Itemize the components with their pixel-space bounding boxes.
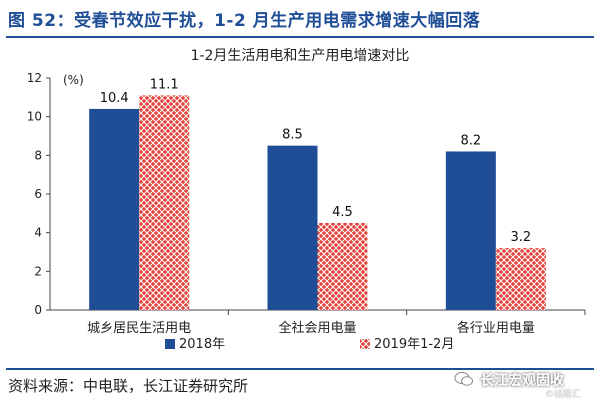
figure-title: 图 52：受春节效应干扰，1-2 月生产用电需求增速大幅回落 (8, 11, 481, 31)
bar-2019 (139, 95, 190, 311)
bar-2018 (267, 145, 318, 310)
y-tick-label: 4 (34, 226, 42, 240)
x-tick-label: 全社会用电量 (278, 320, 356, 336)
bar-2019 (317, 223, 368, 310)
title-divider (6, 36, 594, 38)
wechat-icon (454, 372, 473, 386)
data-label: 3.2 (510, 230, 531, 245)
data-label: 4.5 (332, 205, 353, 220)
x-tick-label: 各行业用电量 (457, 320, 535, 336)
y-tick-label: 6 (34, 187, 42, 201)
watermark: 长江宏观固收 (480, 373, 564, 389)
bar-2019 (495, 248, 546, 310)
legend: 2018年 2019年1-2月 (165, 337, 454, 352)
y-tick-label: 12 (27, 71, 42, 85)
x-tick-label: 城乡居民生活用电 (87, 321, 191, 336)
data-label: 10.4 (100, 91, 129, 106)
y-tick-label: 8 (34, 148, 42, 162)
chart-title: 1-2月生活用电和生产用电增速对比 (191, 48, 410, 64)
y-unit-label: (%) (63, 73, 84, 87)
bar-chart: 1-2月生活用电和生产用电增速对比 (%) 0 2 4 6 8 10 12 城乡居民生活用电 全… (27, 48, 586, 352)
watermark-small: ©格隆汇 (545, 390, 582, 400)
legend-label: 2018年 (179, 337, 225, 352)
bar-2018 (89, 108, 140, 310)
source-note: 资料来源：中电联，长江证券研究所 (8, 377, 249, 395)
value-labels: 10.4 11.1 8.5 4.5 8.2 3.2 (100, 77, 531, 245)
bars (89, 95, 546, 311)
bar-2018 (445, 151, 496, 310)
y-tick-label: 0 (34, 303, 42, 317)
legend-swatch (360, 339, 370, 349)
footer-divider (6, 368, 594, 370)
data-label: 8.5 (282, 128, 303, 143)
y-tick-label: 2 (34, 264, 42, 278)
data-label: 8.2 (460, 133, 481, 148)
y-tick-label: 10 (27, 110, 42, 124)
legend-label: 2019年1-2月 (374, 337, 454, 352)
legend-swatch (165, 339, 175, 349)
data-label: 11.1 (150, 77, 179, 92)
